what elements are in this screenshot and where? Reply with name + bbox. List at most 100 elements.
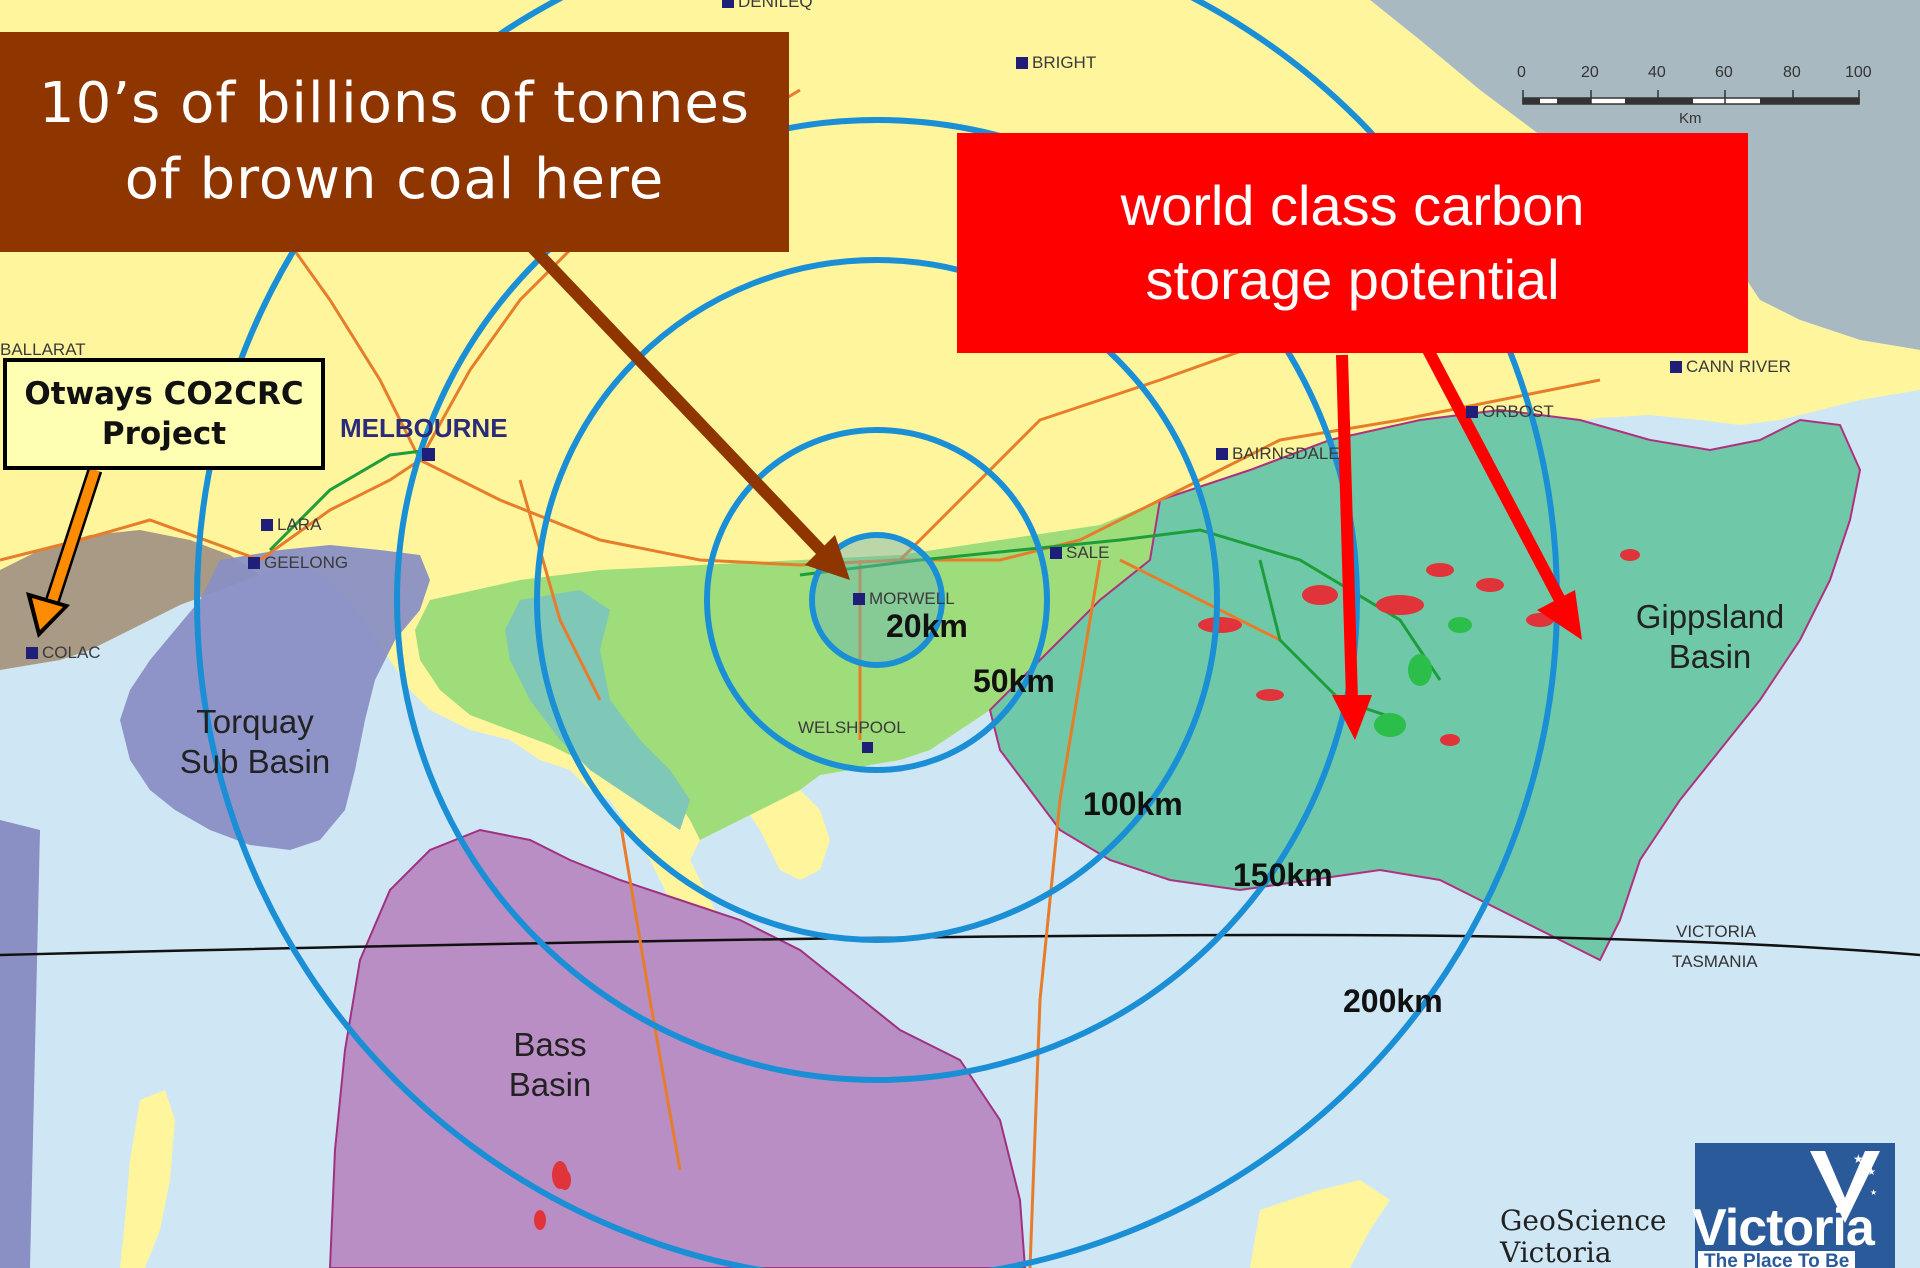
scale-bar: 0 20 40 60 80 100 Km bbox=[1515, 62, 1875, 132]
ring-label-20km: 20km bbox=[886, 608, 968, 644]
scale-unit: Km bbox=[1679, 110, 1702, 127]
storage-arrows bbox=[1332, 347, 1582, 740]
town-label: BRIGHT bbox=[1032, 53, 1097, 72]
geoscience-logo: GeoScience Victoria bbox=[1500, 1205, 1666, 1268]
town-marker-icon bbox=[853, 593, 865, 605]
town-denilequin: DENILEQ bbox=[722, 0, 813, 12]
scale-tick-100: 100 bbox=[1845, 64, 1872, 81]
basin-label-line: Sub Basin bbox=[179, 742, 331, 780]
king-island bbox=[120, 1090, 175, 1268]
town-cann-river: CANN RIVER bbox=[1670, 357, 1791, 377]
town-label: BALLARAT bbox=[0, 340, 86, 359]
town-geelong: GEELONG bbox=[248, 553, 348, 573]
scale-tick-80: 80 bbox=[1783, 64, 1801, 81]
bass-basin-label: Bass Basin bbox=[470, 1025, 630, 1104]
gippsland-basin-label: Gippsland Basin bbox=[1600, 597, 1820, 676]
torquay-basin-label: Torquay Sub Basin bbox=[160, 702, 350, 781]
svg-text:★: ★ bbox=[1853, 1152, 1864, 1166]
storage-callout: world class carbon storage potential bbox=[957, 133, 1748, 353]
town-melbourne: MELBOURNE bbox=[340, 413, 508, 443]
coal-callout: 10’s of billions of tonnes of brown coal… bbox=[0, 32, 789, 252]
town-orbost: ORBOST bbox=[1466, 402, 1554, 422]
otways-callout: Otways CO2CRC Project bbox=[3, 358, 325, 470]
basin-label-line: Bass bbox=[513, 1026, 587, 1063]
town-label: CANN RIVER bbox=[1686, 357, 1791, 376]
westernport-basin bbox=[505, 590, 690, 830]
town-marker-icon bbox=[261, 519, 273, 531]
scale-tick-0: 0 bbox=[1517, 64, 1526, 81]
svg-text:★: ★ bbox=[1867, 1167, 1876, 1178]
town-welshpool: WELSHPOOL bbox=[798, 718, 906, 738]
distance-rings bbox=[194, 0, 1560, 1268]
ring-20km bbox=[809, 532, 945, 668]
svg-text:★: ★ bbox=[1857, 1177, 1866, 1188]
geoscience-logo-line1: GeoScience bbox=[1500, 1204, 1667, 1237]
oil-fields bbox=[1374, 617, 1472, 737]
bass-basin bbox=[328, 828, 1027, 1268]
ring-150km bbox=[394, 117, 1360, 1083]
basin-label-line: Basin bbox=[508, 1065, 592, 1103]
town-bright: BRIGHT bbox=[1016, 53, 1096, 73]
state-border bbox=[0, 933, 1920, 957]
ring-100km bbox=[534, 257, 1220, 943]
gas-fields bbox=[534, 549, 1640, 1230]
ring-label-150km: 150km bbox=[1233, 857, 1333, 893]
victoria-logo-mark-icon: ★ ★ ★ ★ bbox=[1810, 1151, 1880, 1223]
state-victoria: VICTORIA bbox=[1676, 922, 1756, 941]
town-marker-icon bbox=[1216, 448, 1228, 460]
coal-callout-line2: of brown coal here bbox=[124, 147, 665, 212]
flinders-island bbox=[1250, 1180, 1390, 1268]
basin-label-line: Gippsland bbox=[1635, 598, 1785, 635]
town-colac: COLAC bbox=[26, 643, 101, 663]
basin-label-line: Basin bbox=[1668, 637, 1752, 675]
town-marker-icon bbox=[248, 557, 260, 569]
victoria-logo: ★ ★ ★ ★ bbox=[1695, 1143, 1895, 1268]
ring-50km bbox=[704, 427, 1050, 773]
scale-tick-20: 20 bbox=[1581, 64, 1599, 81]
welshpool-marker-icon bbox=[862, 742, 873, 753]
town-label: SALE bbox=[1066, 543, 1110, 562]
gippsland-basin bbox=[988, 408, 1862, 962]
ring-label-50km: 50km bbox=[973, 663, 1055, 699]
melbourne-marker-icon bbox=[422, 448, 435, 461]
town-marker-icon bbox=[1466, 406, 1478, 418]
town-label: ORBOST bbox=[1482, 402, 1554, 421]
victoria-logo-word: Victoria bbox=[1692, 1199, 1875, 1257]
town-morwell: MORWELL bbox=[853, 589, 955, 609]
town-lara: LARA bbox=[261, 515, 321, 535]
victoria-logo-tagline: The Place To Be bbox=[1698, 1251, 1856, 1268]
town-label: LARA bbox=[277, 515, 322, 534]
scale-tick-40: 40 bbox=[1648, 64, 1666, 81]
scale-tick-60: 60 bbox=[1715, 64, 1733, 81]
storage-callout-line2: storage potential bbox=[1145, 248, 1560, 311]
town-ballarat: BALLARAT bbox=[0, 340, 86, 360]
town-marker-icon bbox=[1050, 547, 1062, 559]
town-marker-icon bbox=[1670, 361, 1682, 373]
svg-text:★: ★ bbox=[1870, 1188, 1877, 1197]
town-label: MORWELL bbox=[869, 589, 955, 608]
town-bairnsdale: BAIRNSDALE bbox=[1216, 444, 1340, 464]
coal-callout-line1: 10’s of billions of tonnes bbox=[39, 71, 750, 136]
ring-label-100km: 100km bbox=[1083, 786, 1183, 822]
scale-bar-graphic bbox=[1522, 90, 1860, 105]
town-label: WELSHPOOL bbox=[798, 718, 906, 737]
town-label: COLAC bbox=[42, 643, 101, 662]
town-sale: SALE bbox=[1050, 543, 1109, 563]
state-tasmania: TASMANIA bbox=[1672, 952, 1758, 971]
otways-callout-line1: Otways CO2CRC bbox=[24, 376, 304, 412]
town-marker-icon bbox=[722, 0, 734, 8]
coal-arrow bbox=[525, 240, 850, 580]
town-marker-icon bbox=[1016, 57, 1028, 69]
otways-callout-line2: Project bbox=[101, 416, 227, 452]
town-label: DENILEQ bbox=[738, 0, 813, 11]
town-label: BAIRNSDALE bbox=[1232, 444, 1340, 463]
town-label: GEELONG bbox=[264, 553, 349, 572]
ring-label-200km: 200km bbox=[1343, 983, 1443, 1019]
basin-label-line: Torquay bbox=[196, 703, 314, 740]
left-basin-strip bbox=[0, 820, 40, 1268]
otways-arrow bbox=[26, 467, 103, 638]
storage-callout-line1: world class carbon bbox=[1120, 174, 1585, 237]
geoscience-logo-line2: Victoria bbox=[1500, 1236, 1612, 1268]
town-marker-icon bbox=[26, 647, 38, 659]
